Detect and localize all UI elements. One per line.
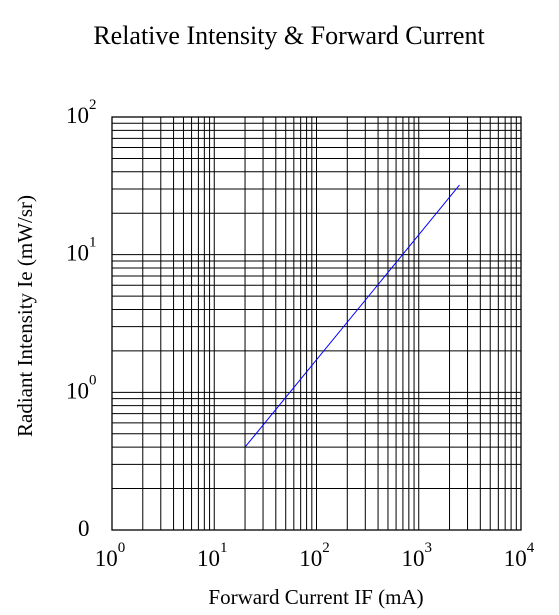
y-tick-label: 101 <box>66 235 97 266</box>
x-tick-label: 102 <box>299 540 330 571</box>
x-tick-label: 100 <box>95 540 126 571</box>
grid <box>111 116 522 531</box>
series-layer <box>244 184 460 448</box>
plot-frame <box>111 116 522 531</box>
y-tick-label: 100 <box>66 372 97 403</box>
chart-title: Relative Intensity & Forward Current <box>93 21 485 50</box>
y-axis-label: Radiant Intensity Ie (mW/sr) <box>13 195 37 437</box>
x-tick-label: 103 <box>402 540 433 571</box>
x-tick-label: 101 <box>197 540 228 571</box>
series-line-1 <box>244 184 460 448</box>
y-tick-labels: 0 100 101 102 <box>66 97 97 541</box>
x-axis-label: Forward Current IF (mA) <box>208 585 423 609</box>
y-tick-label: 0 <box>78 516 90 541</box>
x-tick-labels: 100 101 102 103 104 <box>95 540 535 571</box>
y-tick-label: 102 <box>66 97 97 128</box>
x-tick-label: 104 <box>504 540 535 571</box>
